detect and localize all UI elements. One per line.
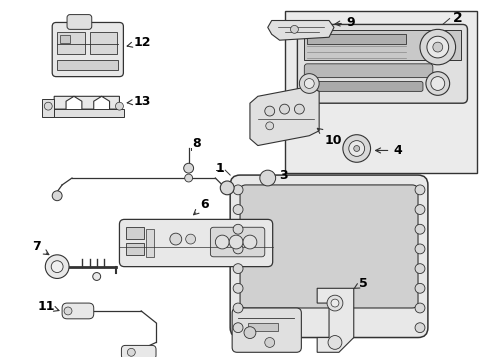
Text: 12: 12 — [127, 36, 151, 49]
Circle shape — [265, 106, 275, 116]
Circle shape — [420, 30, 456, 65]
Circle shape — [170, 233, 182, 245]
Circle shape — [229, 235, 243, 249]
Text: 11: 11 — [37, 300, 59, 312]
Circle shape — [280, 104, 290, 114]
Circle shape — [328, 336, 342, 349]
Circle shape — [45, 255, 69, 278]
Circle shape — [186, 234, 196, 244]
Text: 7: 7 — [32, 240, 49, 255]
FancyBboxPatch shape — [232, 308, 301, 352]
Circle shape — [415, 185, 425, 195]
Bar — [285, 11, 477, 173]
Bar — [146, 229, 154, 257]
Circle shape — [327, 295, 343, 311]
Text: 1: 1 — [215, 162, 224, 175]
Circle shape — [51, 261, 63, 273]
Circle shape — [116, 102, 123, 110]
Bar — [60, 35, 70, 43]
Circle shape — [427, 36, 449, 58]
Circle shape — [291, 26, 298, 33]
Circle shape — [349, 141, 365, 156]
Circle shape — [433, 42, 443, 52]
Circle shape — [93, 273, 100, 280]
Circle shape — [415, 283, 425, 293]
Circle shape — [64, 307, 72, 315]
Circle shape — [304, 78, 314, 89]
Text: 4: 4 — [375, 144, 402, 157]
Bar — [57, 32, 85, 54]
Circle shape — [415, 224, 425, 234]
Text: 3: 3 — [280, 168, 288, 181]
Circle shape — [244, 327, 256, 338]
FancyBboxPatch shape — [67, 15, 92, 30]
Text: 2: 2 — [453, 10, 463, 24]
Text: 8: 8 — [193, 137, 201, 150]
Circle shape — [294, 104, 304, 114]
Circle shape — [127, 348, 135, 356]
Circle shape — [233, 323, 243, 333]
Circle shape — [233, 264, 243, 274]
Bar — [50, 109, 124, 117]
Polygon shape — [54, 96, 120, 109]
Circle shape — [343, 135, 370, 162]
Circle shape — [265, 338, 275, 347]
Circle shape — [233, 224, 243, 234]
FancyBboxPatch shape — [240, 185, 418, 308]
Polygon shape — [268, 21, 334, 40]
FancyBboxPatch shape — [230, 175, 428, 338]
Circle shape — [331, 299, 339, 307]
Circle shape — [299, 74, 319, 93]
Text: 6: 6 — [194, 198, 209, 215]
Bar — [248, 323, 278, 330]
Polygon shape — [317, 288, 354, 352]
Circle shape — [184, 163, 194, 173]
Bar — [307, 34, 406, 44]
Circle shape — [415, 264, 425, 274]
FancyBboxPatch shape — [304, 82, 423, 91]
Polygon shape — [250, 86, 319, 145]
Circle shape — [415, 303, 425, 313]
FancyBboxPatch shape — [210, 227, 265, 257]
Circle shape — [44, 102, 52, 110]
Circle shape — [215, 235, 229, 249]
Circle shape — [220, 181, 234, 195]
FancyBboxPatch shape — [120, 219, 272, 267]
FancyBboxPatch shape — [62, 303, 94, 319]
Circle shape — [266, 122, 274, 130]
FancyBboxPatch shape — [304, 64, 433, 78]
Circle shape — [260, 170, 276, 186]
Circle shape — [233, 204, 243, 215]
Bar — [57, 60, 119, 70]
Circle shape — [233, 244, 243, 254]
Circle shape — [431, 77, 445, 90]
Bar — [42, 99, 54, 117]
Circle shape — [233, 283, 243, 293]
FancyBboxPatch shape — [52, 22, 123, 77]
Circle shape — [233, 303, 243, 313]
Text: 5: 5 — [353, 277, 368, 290]
Bar — [304, 30, 461, 60]
Circle shape — [415, 323, 425, 333]
Bar — [126, 227, 144, 239]
Text: 9: 9 — [335, 16, 355, 29]
Circle shape — [233, 185, 243, 195]
Text: 13: 13 — [127, 95, 150, 108]
Bar — [126, 243, 144, 255]
Circle shape — [243, 235, 257, 249]
Circle shape — [415, 244, 425, 254]
Circle shape — [426, 72, 450, 95]
Circle shape — [185, 174, 193, 182]
FancyBboxPatch shape — [122, 345, 156, 359]
FancyBboxPatch shape — [297, 24, 467, 103]
Circle shape — [415, 204, 425, 215]
Circle shape — [354, 145, 360, 152]
Text: 10: 10 — [318, 129, 342, 147]
Circle shape — [52, 191, 62, 201]
Bar — [90, 32, 118, 54]
